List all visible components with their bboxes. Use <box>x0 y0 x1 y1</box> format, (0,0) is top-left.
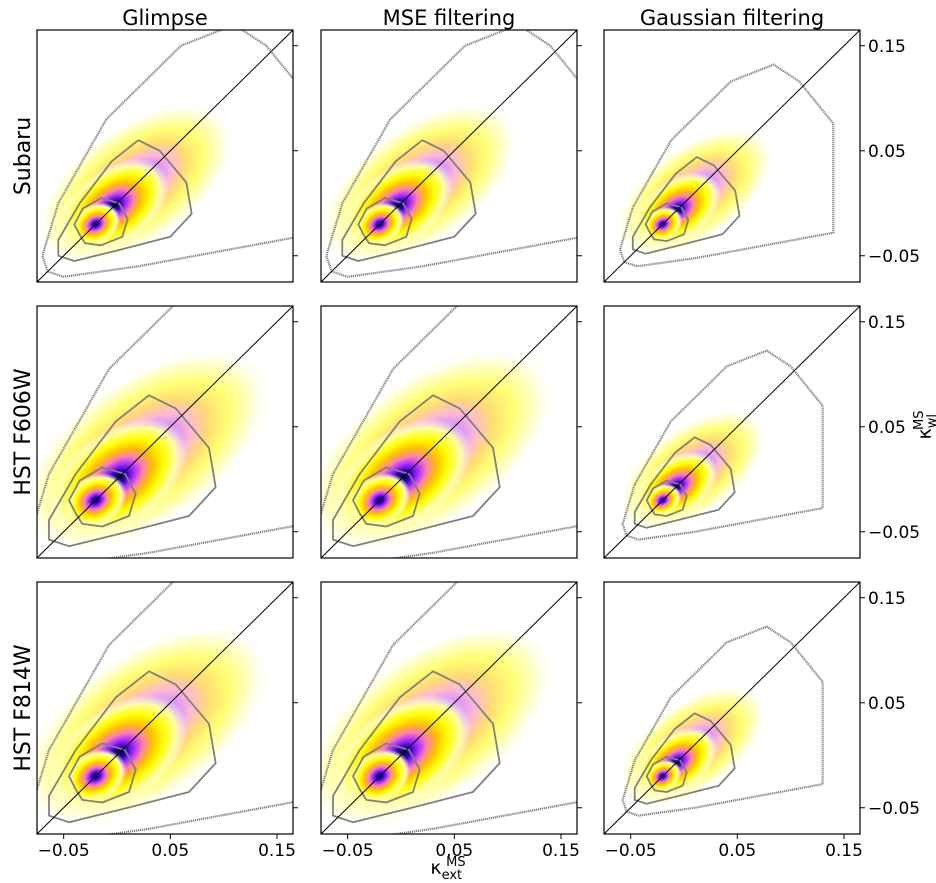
panels: −0.050.050.15−0.050.050.15−0.05 0.05 0.15−… <box>36 29 920 861</box>
identity-line <box>321 30 577 282</box>
panel-subaru-glimpse <box>36 29 298 283</box>
contour-inner <box>352 742 421 804</box>
x-axis-label: κextMS <box>430 855 465 883</box>
x-tick-label: 0.05 <box>151 841 189 861</box>
panel-frame <box>36 29 294 283</box>
column-title-gaussian-filtering: Gaussian filtering <box>640 6 824 30</box>
row-label-subaru: Subaru <box>11 117 36 195</box>
x-tick-label: 0.15 <box>825 841 863 861</box>
x-tick-label: −0.05 <box>605 841 657 861</box>
contour-middle <box>48 394 217 548</box>
contour-inner <box>644 202 690 242</box>
panel-frame <box>320 581 578 835</box>
y-axis-label: κwlMS <box>912 411 936 440</box>
contour-outer <box>621 349 824 541</box>
identity-line <box>321 306 577 558</box>
contour-middle <box>633 712 736 805</box>
contour-middle <box>332 394 501 548</box>
y-tick-label: 0.05 <box>868 694 906 714</box>
panel-hst-f606w-gaussian-filtering: −0.05 0.05 0.15 <box>603 305 920 559</box>
contour-outer <box>325 30 577 278</box>
contour-outer <box>618 63 835 268</box>
panel-subaru-gaussian-filtering: −0.05 0.05 0.15 <box>603 29 920 283</box>
contour-middle <box>332 670 501 824</box>
x-tick-label: 0.05 <box>435 841 473 861</box>
panel-hst-f606w-mse-filtering <box>320 305 582 559</box>
panel-frame <box>603 29 861 283</box>
x-tick-label: 0.15 <box>258 841 296 861</box>
y-tick-label: 0.05 <box>868 142 906 162</box>
x-tick-label: −0.05 <box>38 841 90 861</box>
contour-inner <box>73 197 129 247</box>
y-tick-label: 0.15 <box>868 589 906 609</box>
row-labels: Subaru HST F606W HST F814W <box>11 117 36 772</box>
contour-middle <box>631 156 741 255</box>
y-tick-label: −0.05 <box>868 523 920 543</box>
x-tick-label: 0.05 <box>718 841 756 861</box>
panel-frame <box>320 29 578 283</box>
contour-middle <box>48 670 217 824</box>
identity-line <box>604 30 860 282</box>
panel-frame <box>320 305 578 559</box>
contour-outer <box>621 625 824 817</box>
contour-middle <box>633 436 736 529</box>
contour-inner <box>645 479 688 517</box>
contour-outer <box>37 306 293 558</box>
contour-outer <box>321 582 577 834</box>
column-titles: Glimpse MSE filtering Gaussian filtering <box>122 6 824 30</box>
x-tick-label: 0.15 <box>542 841 580 861</box>
panel-hst-f814w-gaussian-filtering: −0.05 0.05 0.15 −0.05 0.05 0.15 <box>603 581 920 861</box>
panel-frame <box>36 581 294 835</box>
column-title-glimpse: Glimpse <box>122 6 208 30</box>
identity-line <box>604 582 860 834</box>
contour-middle <box>341 139 477 262</box>
contour-middle <box>57 139 193 262</box>
y-tick-label: −0.05 <box>868 799 920 819</box>
panel-frame <box>603 305 861 559</box>
panel-frame <box>36 305 294 559</box>
contour-outer <box>41 30 293 278</box>
y-tick-label: 0.15 <box>868 313 906 333</box>
contour-inner <box>645 755 688 793</box>
panel-hst-f606w-glimpse <box>36 305 298 559</box>
panel-hst-f814w-mse-filtering: −0.05 0.05 0.15 <box>320 581 582 861</box>
panel-subaru-mse-filtering <box>320 29 582 283</box>
contour-inner <box>68 742 137 804</box>
contour-inner <box>357 197 413 247</box>
panel-frame <box>603 581 861 835</box>
identity-line <box>604 306 860 558</box>
y-tick-label: 0.15 <box>868 37 906 57</box>
identity-line <box>37 582 293 834</box>
contour-outer <box>37 582 293 834</box>
column-title-mse-filtering: MSE filtering <box>383 6 516 30</box>
y-tick-label: 0.05 <box>868 418 906 438</box>
contour-inner <box>68 466 137 528</box>
row-label-hst-f606w: HST F606W <box>11 368 36 496</box>
contour-inner <box>352 466 421 528</box>
y-tick-label: −0.05 <box>868 247 920 267</box>
identity-line <box>321 582 577 834</box>
row-label-hst-f814w: HST F814W <box>11 644 36 772</box>
panel-hst-f814w-glimpse: −0.05 0.05 0.15 <box>36 581 298 861</box>
identity-line <box>37 30 293 282</box>
identity-line <box>37 306 293 558</box>
contour-outer <box>321 306 577 558</box>
x-tick-label: −0.05 <box>322 841 374 861</box>
